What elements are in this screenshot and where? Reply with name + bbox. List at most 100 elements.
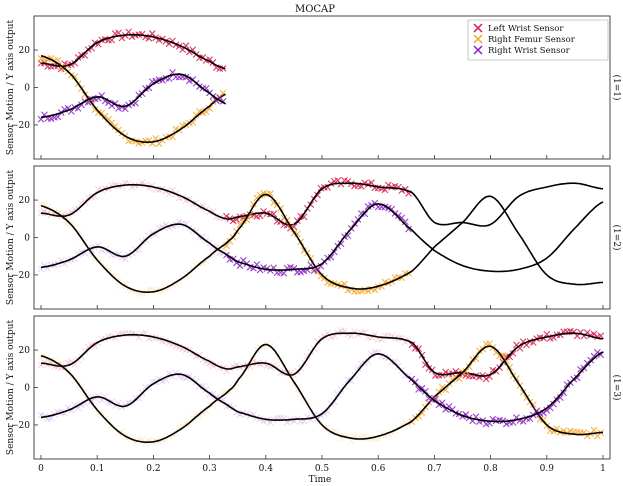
- x-tick-label: 0.5: [315, 464, 330, 474]
- data-marker: [74, 53, 82, 61]
- data-marker: [388, 205, 396, 213]
- faded-marker: [61, 217, 68, 224]
- faded-marker: [357, 360, 365, 368]
- legend-marker: [473, 45, 483, 55]
- faded-marker: [354, 365, 362, 372]
- faded-marker: [142, 289, 149, 297]
- faded-marker: [196, 234, 203, 242]
- faded-marker: [324, 408, 332, 415]
- x-tick-label: 0.3: [202, 464, 217, 474]
- faded-marker: [135, 394, 143, 402]
- faded-marker: [391, 358, 399, 366]
- x-tick-label: 0.4: [259, 464, 274, 474]
- y-tick-label: 20: [19, 346, 31, 356]
- x-tick-label: 0: [38, 464, 44, 474]
- faded-marker: [37, 209, 45, 217]
- faded-marker: [105, 417, 112, 424]
- data-marker: [300, 213, 308, 221]
- legend-item: Right Femur Sensor: [473, 34, 576, 45]
- faded-marker: [71, 377, 79, 385]
- faded-marker: [266, 363, 274, 371]
- faded-marker: [142, 181, 149, 189]
- data-marker: [422, 387, 429, 395]
- chart-title: MOCAP: [295, 4, 335, 15]
- legend-label: Right Femur Sensor: [488, 35, 576, 45]
- x-tick-label: 1: [600, 464, 606, 474]
- panel-label: (1=3): [611, 374, 622, 400]
- faded-marker: [98, 409, 106, 417]
- faded-marker: [185, 271, 193, 278]
- panel-label: (1=2): [611, 224, 622, 250]
- faded-marker: [88, 341, 95, 349]
- faded-marker: [88, 251, 95, 259]
- faded-marker: [94, 409, 102, 417]
- data-marker: [556, 394, 564, 401]
- data-marker: [270, 199, 278, 207]
- data-marker: [482, 375, 490, 383]
- faded-marker: [135, 246, 143, 253]
- faded-marker: [320, 424, 328, 432]
- data-marker: [125, 28, 133, 36]
- data-marker: [246, 211, 254, 219]
- data-marker: [590, 426, 598, 434]
- faded-marker: [192, 410, 200, 418]
- y-tick-label: −20: [11, 121, 30, 131]
- data-marker: [462, 368, 470, 375]
- fit-curve: [40, 201, 604, 273]
- data-marker: [293, 230, 301, 238]
- data-marker: [563, 381, 571, 388]
- legend-label: Right Wrist Sensor: [488, 46, 571, 56]
- fit-curve: [40, 332, 604, 377]
- faded-marker: [317, 335, 325, 342]
- data-marker: [115, 29, 122, 37]
- faded-marker: [364, 358, 372, 366]
- data-marker: [219, 89, 227, 97]
- faded-marker: [277, 369, 284, 377]
- data-marker: [337, 240, 345, 248]
- faded-marker: [196, 412, 203, 420]
- faded-marker: [226, 388, 234, 396]
- y-tick-label: 0: [24, 84, 30, 94]
- data-marker: [395, 212, 402, 220]
- faded-marker: [84, 194, 92, 202]
- faded-marker: [209, 208, 217, 215]
- data-marker: [307, 261, 315, 269]
- y-tick-label: 20: [19, 46, 31, 56]
- faded-marker: [199, 260, 207, 267]
- panel-label: (1=1): [611, 74, 622, 100]
- faded-marker: [91, 192, 99, 200]
- faded-marker: [81, 347, 89, 355]
- series-right-wrist: [37, 68, 227, 123]
- data-marker: [499, 352, 507, 359]
- fit-curve: [40, 343, 604, 443]
- faded-marker: [199, 233, 207, 241]
- y-tick-label: 20: [19, 196, 31, 206]
- data-marker: [509, 350, 517, 357]
- series-right-femur: [37, 54, 227, 148]
- faded-marker: [206, 401, 213, 408]
- faded-marker: [155, 375, 163, 383]
- legend-item: Left Wrist Sensor: [473, 23, 564, 34]
- faded-marker: [368, 350, 375, 358]
- x-tick-label: 0.2: [146, 464, 160, 474]
- legend-label: Left Wrist Sensor: [488, 24, 564, 34]
- faded-marker: [125, 399, 133, 407]
- data-marker: [543, 406, 551, 414]
- fit-curve: [40, 73, 226, 119]
- data-marker: [432, 395, 439, 403]
- data-marker: [317, 262, 325, 270]
- fit-curve: [40, 182, 604, 227]
- faded-marker: [216, 249, 224, 257]
- data-marker: [206, 105, 213, 112]
- faded-marker: [314, 337, 321, 345]
- data-marker: [472, 355, 480, 363]
- faded-marker: [105, 266, 112, 274]
- faded-marker: [189, 414, 197, 422]
- y-tick-label: −20: [11, 421, 30, 431]
- y-axis-label: Sensor Motion / Y axis output: [6, 20, 16, 156]
- data-marker: [448, 375, 456, 383]
- data-marker: [71, 73, 79, 81]
